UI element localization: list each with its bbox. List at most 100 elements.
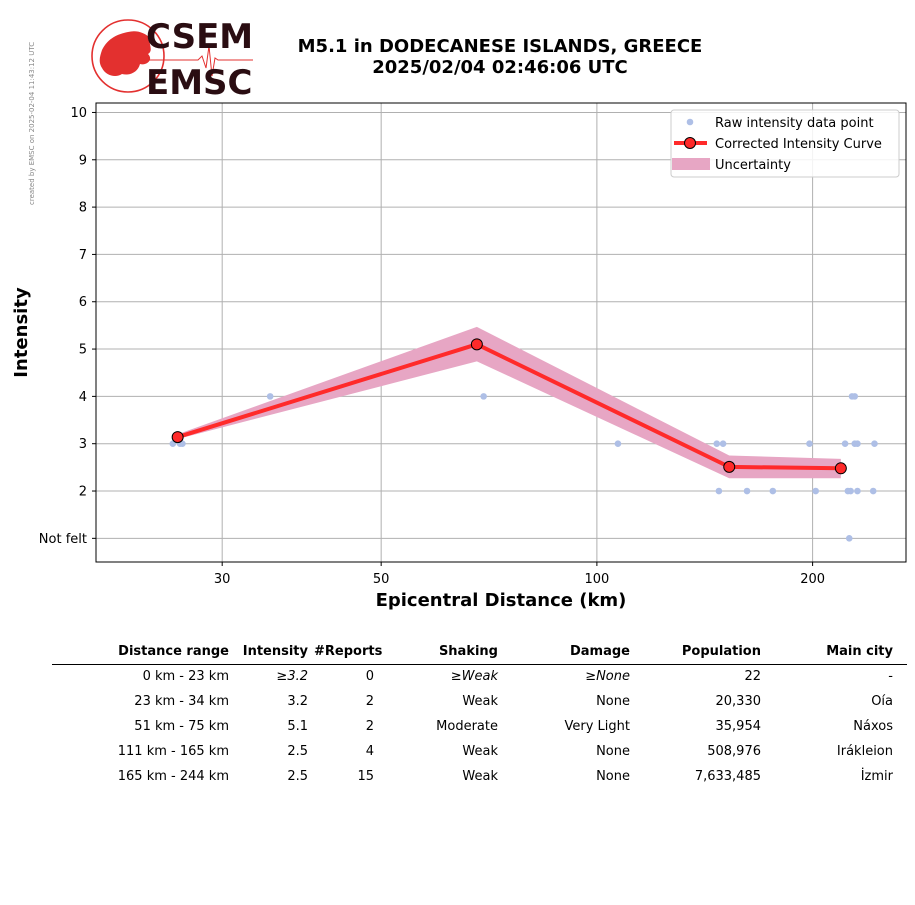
table-row: 51 km - 75 km 5.1 2 Moderate Very Light 35,95… — [52, 715, 907, 740]
title-datetime: 2025/02/04 02:46:06 UTC — [372, 57, 628, 78]
column-header: Distance range — [118, 644, 229, 659]
logo-text-emsc: EMSC — [146, 63, 253, 100]
y-tick-label: 2 — [79, 485, 87, 500]
legend-curve-marker — [684, 137, 696, 149]
csem-emsc-logo: CSEM EMSC — [91, 17, 253, 100]
table-cell: - — [888, 669, 893, 684]
raw-data-point — [614, 440, 622, 448]
table-cell: ≥3.2 — [276, 669, 308, 684]
column-header: Population — [681, 644, 761, 659]
raw-data-point — [715, 487, 723, 495]
raw-data-point — [847, 487, 854, 495]
legend-label-curve: Corrected Intensity Curve — [715, 137, 882, 152]
logo-text-csem: CSEM — [146, 17, 253, 57]
table-cell: 20,330 — [715, 694, 762, 709]
table-cell: Weak — [462, 769, 498, 784]
y-tick-label: 5 — [79, 343, 87, 358]
table-cell: 7,633,485 — [694, 769, 761, 784]
y-tick-label: 8 — [79, 201, 87, 216]
column-header: Shaking — [438, 644, 498, 659]
table-cell: Very Light — [564, 719, 631, 734]
column-header: Damage — [569, 644, 630, 659]
table-cell: 0 km - 23 km — [142, 669, 229, 684]
raw-data-point — [812, 487, 819, 495]
table-cell: 111 km - 165 km — [117, 744, 229, 759]
legend-uncertainty-swatch — [672, 158, 710, 170]
intensity-chart: Not felt 2 3 4 5 6 7 8 9 10 30 50 100 200 Epicentral D… — [11, 102, 907, 611]
table-cell: 15 — [357, 769, 374, 784]
x-tick-label: 200 — [800, 572, 825, 587]
raw-data-point — [480, 393, 487, 400]
table-cell: 2.5 — [287, 744, 308, 759]
table-cell: 5.1 — [287, 719, 308, 734]
curve-marker — [171, 431, 184, 444]
table-cell: 2 — [365, 719, 374, 734]
title-event: M5.1 in DODECANESE ISLANDS, GREECE — [297, 36, 703, 57]
table-cell: None — [596, 744, 630, 759]
table-cell: 3.2 — [287, 694, 308, 709]
table-cell: Moderate — [436, 719, 498, 734]
y-tick-label: 7 — [79, 248, 87, 263]
table-cell: Weak — [462, 694, 498, 709]
table-cell: ≥None — [585, 669, 630, 684]
table-cell: 23 km - 34 km — [134, 694, 229, 709]
column-header: Main city — [826, 644, 893, 659]
legend-box — [670, 109, 900, 178]
table-header: Distance range Intensity #Reports Shaking Da… — [52, 640, 907, 665]
x-tick-label: 50 — [373, 572, 390, 587]
legend-raw-marker — [686, 118, 694, 126]
table-cell: 4 — [365, 744, 374, 759]
table-cell: None — [596, 694, 630, 709]
table-cell: 2 — [365, 694, 374, 709]
legend-label-uncertainty: Uncertainty — [715, 158, 791, 173]
raw-data-point — [713, 440, 721, 448]
y-tick-label: 9 — [79, 153, 87, 168]
curve-marker — [470, 338, 483, 351]
y-tick-label: 4 — [79, 390, 87, 405]
logo-seismogram — [148, 45, 253, 77]
y-tick-label: 6 — [79, 295, 87, 310]
logo-europe-map — [99, 31, 151, 76]
raw-data-point — [845, 535, 853, 542]
y-tick-label: Not felt — [39, 532, 87, 547]
raw-data-point — [854, 487, 861, 495]
table-cell: İzmir — [860, 769, 893, 784]
table-cell: 2.5 — [287, 769, 308, 784]
table-cell: Oía — [871, 694, 893, 709]
y-tick-label: 3 — [79, 437, 87, 452]
table-cell: Náxos — [853, 719, 893, 734]
y-axis-label: Intensity — [11, 287, 32, 378]
x-tick-label: 100 — [584, 572, 609, 587]
table-row: 165 km - 244 km 2.5 15 Weak None 7,633,485 İzm… — [52, 765, 907, 790]
x-axis-label: Epicentral Distance (km) — [376, 590, 627, 611]
table-cell: 51 km - 75 km — [134, 719, 229, 734]
table-row: 0 km - 23 km ≥3.2 0 ≥Weak ≥None 22 - — [52, 665, 907, 690]
table-cell: 0 — [365, 669, 374, 684]
raw-data-point — [841, 440, 849, 448]
table-cell: 22 — [744, 669, 761, 684]
raw-data-point — [719, 440, 727, 448]
table-row: 23 km - 34 km 3.2 2 Weak None 20,330 Oía — [52, 690, 907, 715]
raw-data-point — [743, 487, 751, 495]
raw-data-point — [871, 440, 878, 448]
table-row: 111 km - 165 km 2.5 4 Weak None 508,976 Irákle… — [52, 740, 907, 765]
raw-data-point — [806, 440, 813, 448]
raw-data-point — [266, 393, 274, 400]
column-header: Intensity — [242, 644, 308, 659]
y-tick-label: 10 — [70, 106, 87, 121]
table-cell: None — [596, 769, 630, 784]
table-cell: 35,954 — [715, 719, 762, 734]
curve-marker — [834, 462, 847, 475]
table-cell: Weak — [462, 744, 498, 759]
table-cell: ≥Weak — [450, 669, 498, 684]
legend-label-raw: Raw intensity data point — [715, 116, 874, 131]
corrected-intensity-curve — [177, 342, 841, 471]
curve-marker — [723, 460, 736, 473]
table-cell: 165 km - 244 km — [117, 769, 229, 784]
chart-title: M5.1 in DODECANESE ISLANDS, GREECE 2025/… — [250, 36, 750, 78]
raw-data-point — [854, 440, 861, 448]
intensity-table: Distance range Intensity #Reports Shaking Da… — [52, 640, 907, 790]
logo-globe — [91, 19, 165, 93]
column-header: #Reports — [314, 644, 383, 659]
x-tick-label: 30 — [214, 572, 231, 587]
